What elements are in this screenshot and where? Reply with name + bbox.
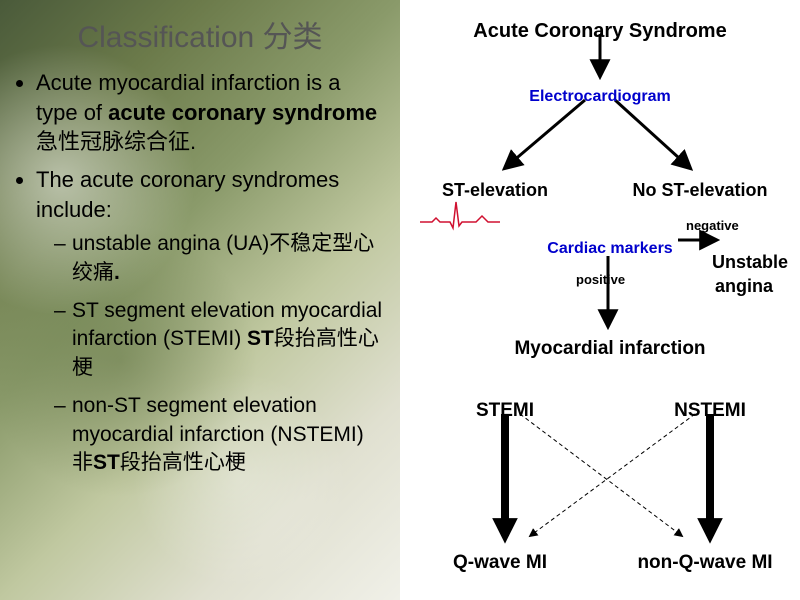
bold-text: ST: [247, 327, 274, 350]
bold-text: .: [114, 261, 120, 284]
flowchart-panel: Acute Coronary Syndrome Electrocardiogra…: [400, 0, 800, 600]
edge-label-positive: positive: [576, 272, 625, 287]
node-cardiac-markers: Cardiac markers: [547, 240, 672, 258]
bullet-list: Acute myocardial infarction is a type of…: [14, 68, 386, 477]
text: 段抬高性心梗: [120, 451, 246, 474]
edge-label-negative: negative: [686, 218, 739, 233]
list-item: Acute myocardial infarction is a type of…: [36, 68, 386, 157]
node-myocardial-infarction: Myocardial infarction: [514, 338, 705, 360]
list-item: ST segment elevation myocardial infarcti…: [54, 297, 386, 382]
ecg-trace-icon: [420, 198, 500, 234]
node-unstable-angina-2: angina: [715, 276, 773, 297]
sub-list: unstable angina (UA)不稳定型心绞痛. ST segment …: [36, 230, 386, 477]
slide-text-panel: Classification 分类 Acute myocardial infar…: [0, 0, 400, 600]
node-nstemi: NSTEMI: [674, 400, 746, 422]
node-qwave: Q-wave MI: [453, 552, 547, 574]
node-stemi: STEMI: [476, 400, 534, 422]
bold-text: acute coronary syndrome: [108, 100, 377, 125]
list-item: unstable angina (UA)不稳定型心绞痛.: [54, 230, 386, 287]
list-item: non-ST segment elevation myocardial infa…: [54, 392, 386, 477]
text: 急性冠脉综合征.: [36, 129, 196, 154]
list-item: The acute coronary syndromes include: un…: [36, 165, 386, 477]
node-unstable-angina-1: Unstable: [712, 252, 788, 273]
text: The acute coronary syndromes include:: [36, 167, 339, 222]
node-electrocardiogram: Electrocardiogram: [529, 88, 670, 106]
bold-text: ST: [93, 451, 120, 474]
slide-title: Classification 分类: [14, 12, 386, 56]
node-root: Acute Coronary Syndrome: [473, 20, 726, 43]
node-no-st-elevation: No ST-elevation: [632, 180, 767, 201]
node-nonqwave: non-Q-wave MI: [637, 552, 772, 574]
